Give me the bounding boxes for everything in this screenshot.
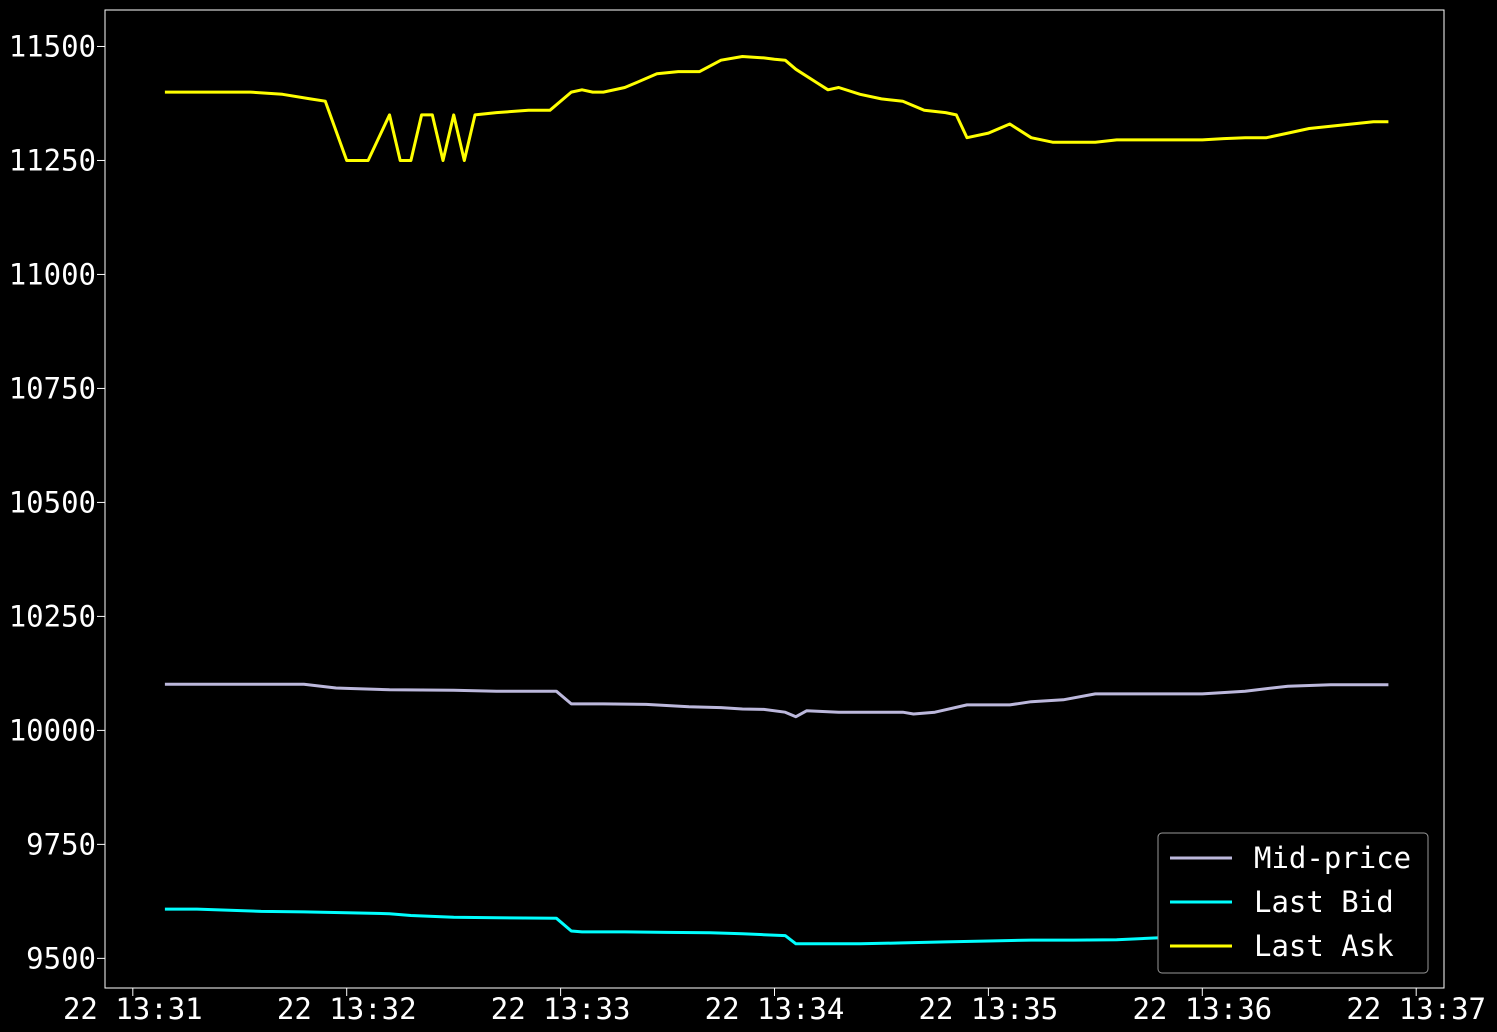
legend-label-last-ask: Last Ask [1254, 929, 1394, 963]
y-tick-label: 11250 [9, 143, 96, 177]
y-tick-label: 9750 [26, 827, 96, 861]
legend-label-last-bid: Last Bid [1254, 885, 1394, 919]
x-tick-label: 22 13:37 [1346, 992, 1486, 1026]
y-tick-label: 10500 [9, 485, 96, 519]
legend-box [1157, 832, 1429, 974]
legend: Mid-price Last Bid Last Ask [1157, 832, 1429, 974]
x-tick-label: 22 13:31 [63, 992, 203, 1026]
y-tick-label: 10250 [9, 599, 96, 633]
legend-label-mid-price: Mid-price [1254, 841, 1411, 875]
series-line-last-ask [164, 55, 1389, 162]
y-tick-label: 9500 [26, 941, 96, 975]
plot-area [104, 9, 1445, 989]
y-tick-label: 10000 [9, 713, 96, 747]
x-tick-label: 22 13:32 [277, 992, 417, 1026]
y-tick-label: 10750 [9, 371, 96, 405]
x-tick-label: 22 13:33 [491, 992, 631, 1026]
x-axis: 22 13:31 22 13:32 22 13:33 22 13:34 22 13:35… [63, 988, 1486, 1026]
x-tick-label: 22 13:35 [919, 992, 1059, 1026]
x-tick-label: 22 13:36 [1132, 992, 1272, 1026]
y-tick-label: 11500 [9, 29, 96, 63]
x-tick-label: 22 13:34 [705, 992, 845, 1026]
y-axis: 9500 9750 10000 10250 10500 10750 11000 11250 11… [9, 29, 105, 975]
series-line-mid-price [164, 682, 1389, 719]
y-tick-label: 11000 [9, 257, 96, 291]
